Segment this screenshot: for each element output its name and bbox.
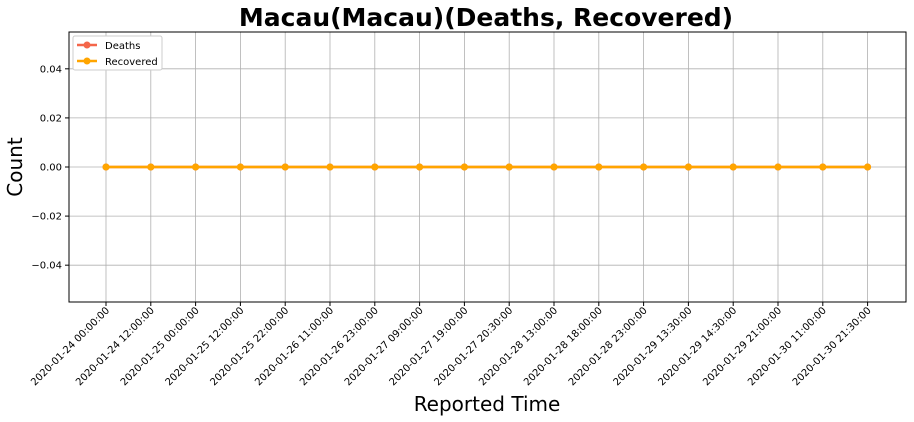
data-point-recovered	[864, 163, 872, 171]
chart-title: Macau(Macau)(Deaths, Recovered)	[239, 3, 733, 32]
data-point-recovered	[371, 163, 379, 171]
series-layer	[102, 163, 872, 171]
y-tick-label: 0.02	[40, 113, 62, 124]
y-axis: −0.04 −0.02 0.00 0.02 0.04	[31, 64, 69, 272]
data-point-recovered	[505, 163, 513, 171]
data-point-recovered	[102, 163, 110, 171]
y-tick-label: −0.02	[31, 212, 62, 223]
data-point-recovered	[416, 163, 424, 171]
data-point-recovered	[147, 163, 155, 171]
legend-marker-recovered	[83, 57, 91, 65]
data-point-recovered	[326, 163, 334, 171]
data-point-recovered	[550, 163, 558, 171]
data-point-recovered	[774, 163, 782, 171]
legend: Deaths Recovered	[72, 35, 163, 71]
legend-label-recovered: Recovered	[105, 57, 158, 68]
y-tick-label: 0.04	[40, 64, 62, 75]
y-tick-label: 0.00	[40, 163, 62, 174]
x-axis-label: Reported Time	[414, 392, 561, 416]
data-point-recovered	[819, 163, 827, 171]
legend-label-deaths: Deaths	[105, 41, 140, 52]
y-tick-label: −0.04	[31, 261, 62, 272]
data-point-recovered	[236, 163, 244, 171]
data-point-recovered	[729, 163, 737, 171]
data-point-recovered	[684, 163, 692, 171]
data-point-recovered	[595, 163, 603, 171]
data-point-recovered	[281, 163, 289, 171]
data-point-recovered	[640, 163, 648, 171]
y-axis-label: Count	[3, 137, 27, 197]
data-point-recovered	[192, 163, 200, 171]
legend-marker-deaths	[83, 41, 91, 49]
data-point-recovered	[460, 163, 468, 171]
